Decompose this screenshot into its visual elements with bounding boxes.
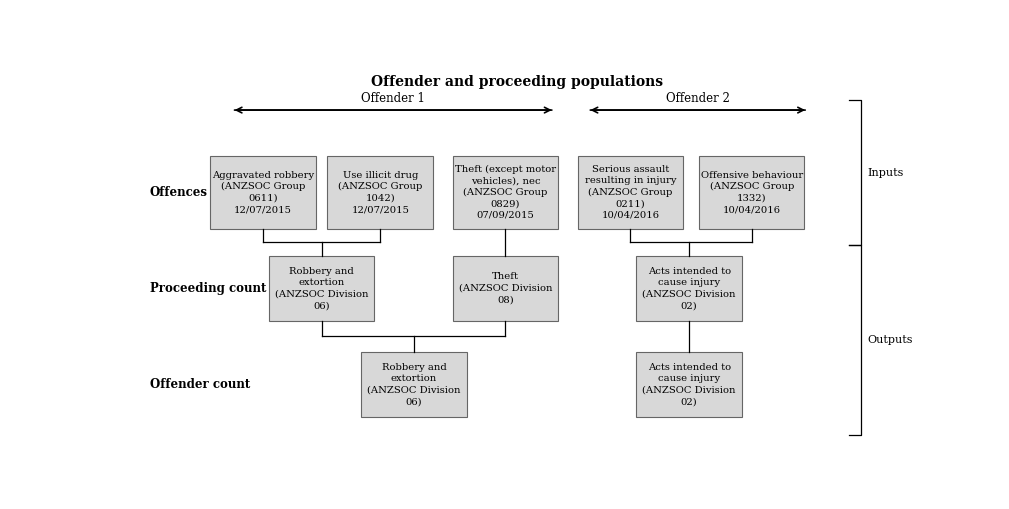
FancyBboxPatch shape [268,256,374,321]
Text: Offender and proceeding populations: Offender and proceeding populations [371,75,663,89]
FancyBboxPatch shape [637,352,742,417]
Text: Acts intended to
cause injury
(ANZSOC Division
02): Acts intended to cause injury (ANZSOC Di… [643,363,736,406]
FancyBboxPatch shape [210,156,316,229]
Text: Offences: Offences [149,186,208,199]
FancyBboxPatch shape [453,156,558,229]
Text: Aggravated robbery
(ANZSOC Group
0611)
12/07/2015: Aggravated robbery (ANZSOC Group 0611) 1… [212,171,314,214]
FancyBboxPatch shape [637,256,742,321]
Text: Offender 2: Offender 2 [666,92,730,105]
Text: Theft
(ANZSOC Division
08): Theft (ANZSOC Division 08) [459,272,552,304]
Text: Acts intended to
cause injury
(ANZSOC Division
02): Acts intended to cause injury (ANZSOC Di… [643,267,736,310]
Text: Robbery and
extortion
(ANZSOC Division
06): Robbery and extortion (ANZSOC Division 0… [274,267,368,310]
FancyBboxPatch shape [328,156,433,229]
FancyBboxPatch shape [453,256,558,321]
Text: Inputs: Inputs [868,168,904,178]
Text: Offensive behaviour
(ANZSOC Group
1332)
10/04/2016: Offensive behaviour (ANZSOC Group 1332) … [700,171,803,214]
Text: Proceeding count: Proceeding count [149,282,266,295]
Text: Outputs: Outputs [868,335,913,345]
Text: Theft (except motor
vehicles), nec
(ANZSOC Group
0829)
07/09/2015: Theft (except motor vehicles), nec (ANZS… [455,165,556,220]
Text: Offender count: Offender count [149,378,250,391]
FancyBboxPatch shape [578,156,683,229]
FancyBboxPatch shape [361,352,467,417]
Text: Use illicit drug
(ANZSOC Group
1042)
12/07/2015: Use illicit drug (ANZSOC Group 1042) 12/… [338,171,423,214]
Text: Offender 1: Offender 1 [361,92,425,105]
Text: Serious assault
resulting in injury
(ANZSOC Group
0211)
10/04/2016: Serious assault resulting in injury (ANZ… [585,165,676,220]
FancyBboxPatch shape [699,156,804,229]
Text: Robbery and
extortion
(ANZSOC Division
06): Robbery and extortion (ANZSOC Division 0… [367,363,461,406]
